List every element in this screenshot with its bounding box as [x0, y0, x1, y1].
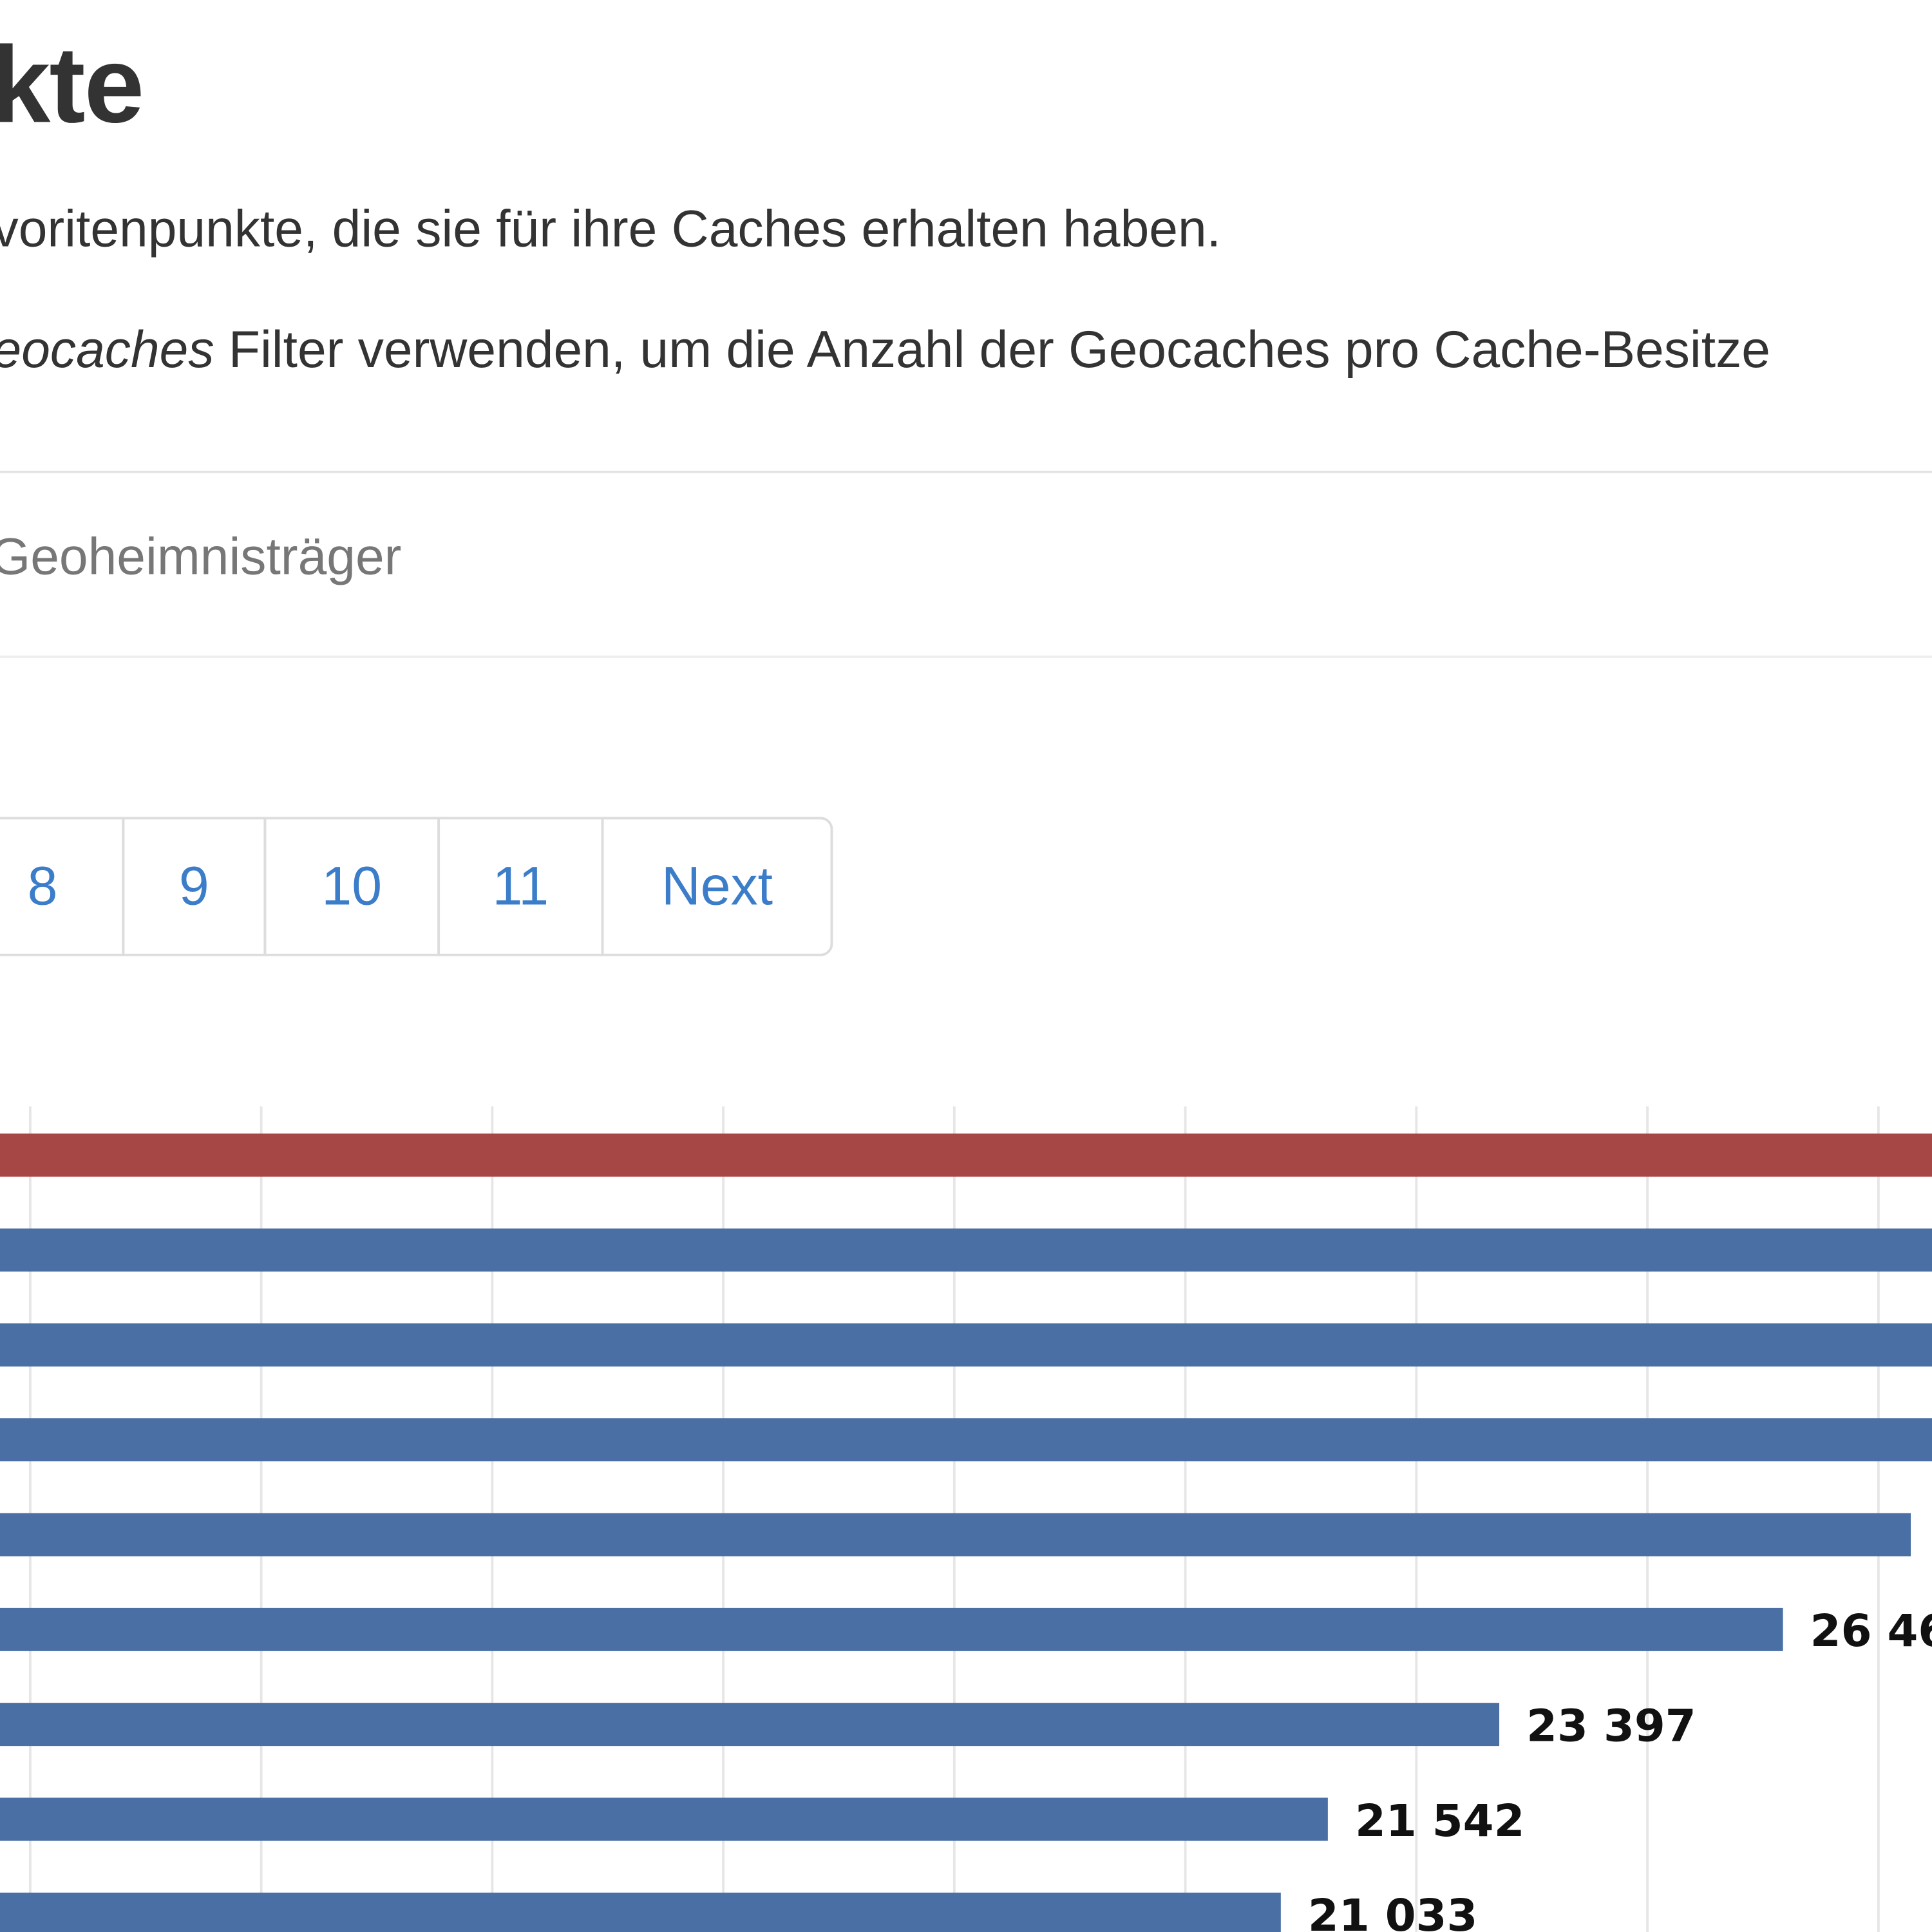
filter-value[interactable]: Geoheimnisträger	[0, 527, 402, 585]
divider	[0, 470, 1932, 473]
page-title: kte	[0, 23, 144, 146]
pagination: 8 9 10 11 Next	[0, 817, 833, 956]
bar-value-label: 26 467	[1810, 1605, 1932, 1657]
bar	[0, 1228, 1932, 1272]
highlighted-bar	[0, 1133, 1932, 1177]
bar-value-label: 21 033	[1308, 1890, 1478, 1932]
bar-value-label: 23 397	[1526, 1700, 1696, 1752]
bar	[0, 1323, 1932, 1367]
intro-text-2-rest: Filter verwenden, um die Anzahl der Geoc…	[214, 320, 1770, 379]
bar	[0, 1418, 1932, 1462]
bar	[0, 1607, 1783, 1651]
next-page-button[interactable]: Next	[601, 817, 833, 956]
bar-value-label: 21 542	[1355, 1795, 1525, 1847]
bar	[0, 1797, 1328, 1841]
bar	[0, 1703, 1500, 1747]
bar	[0, 1513, 1911, 1557]
intro-text-1: voritenpunkte, die sie für ihre Caches e…	[0, 199, 1221, 258]
intro-text-2: eocaches Filter verwenden, um die Anzahl…	[0, 320, 1770, 379]
divider	[0, 655, 1932, 658]
intro-filter-name: eocaches	[0, 320, 214, 379]
bar	[0, 1892, 1281, 1932]
